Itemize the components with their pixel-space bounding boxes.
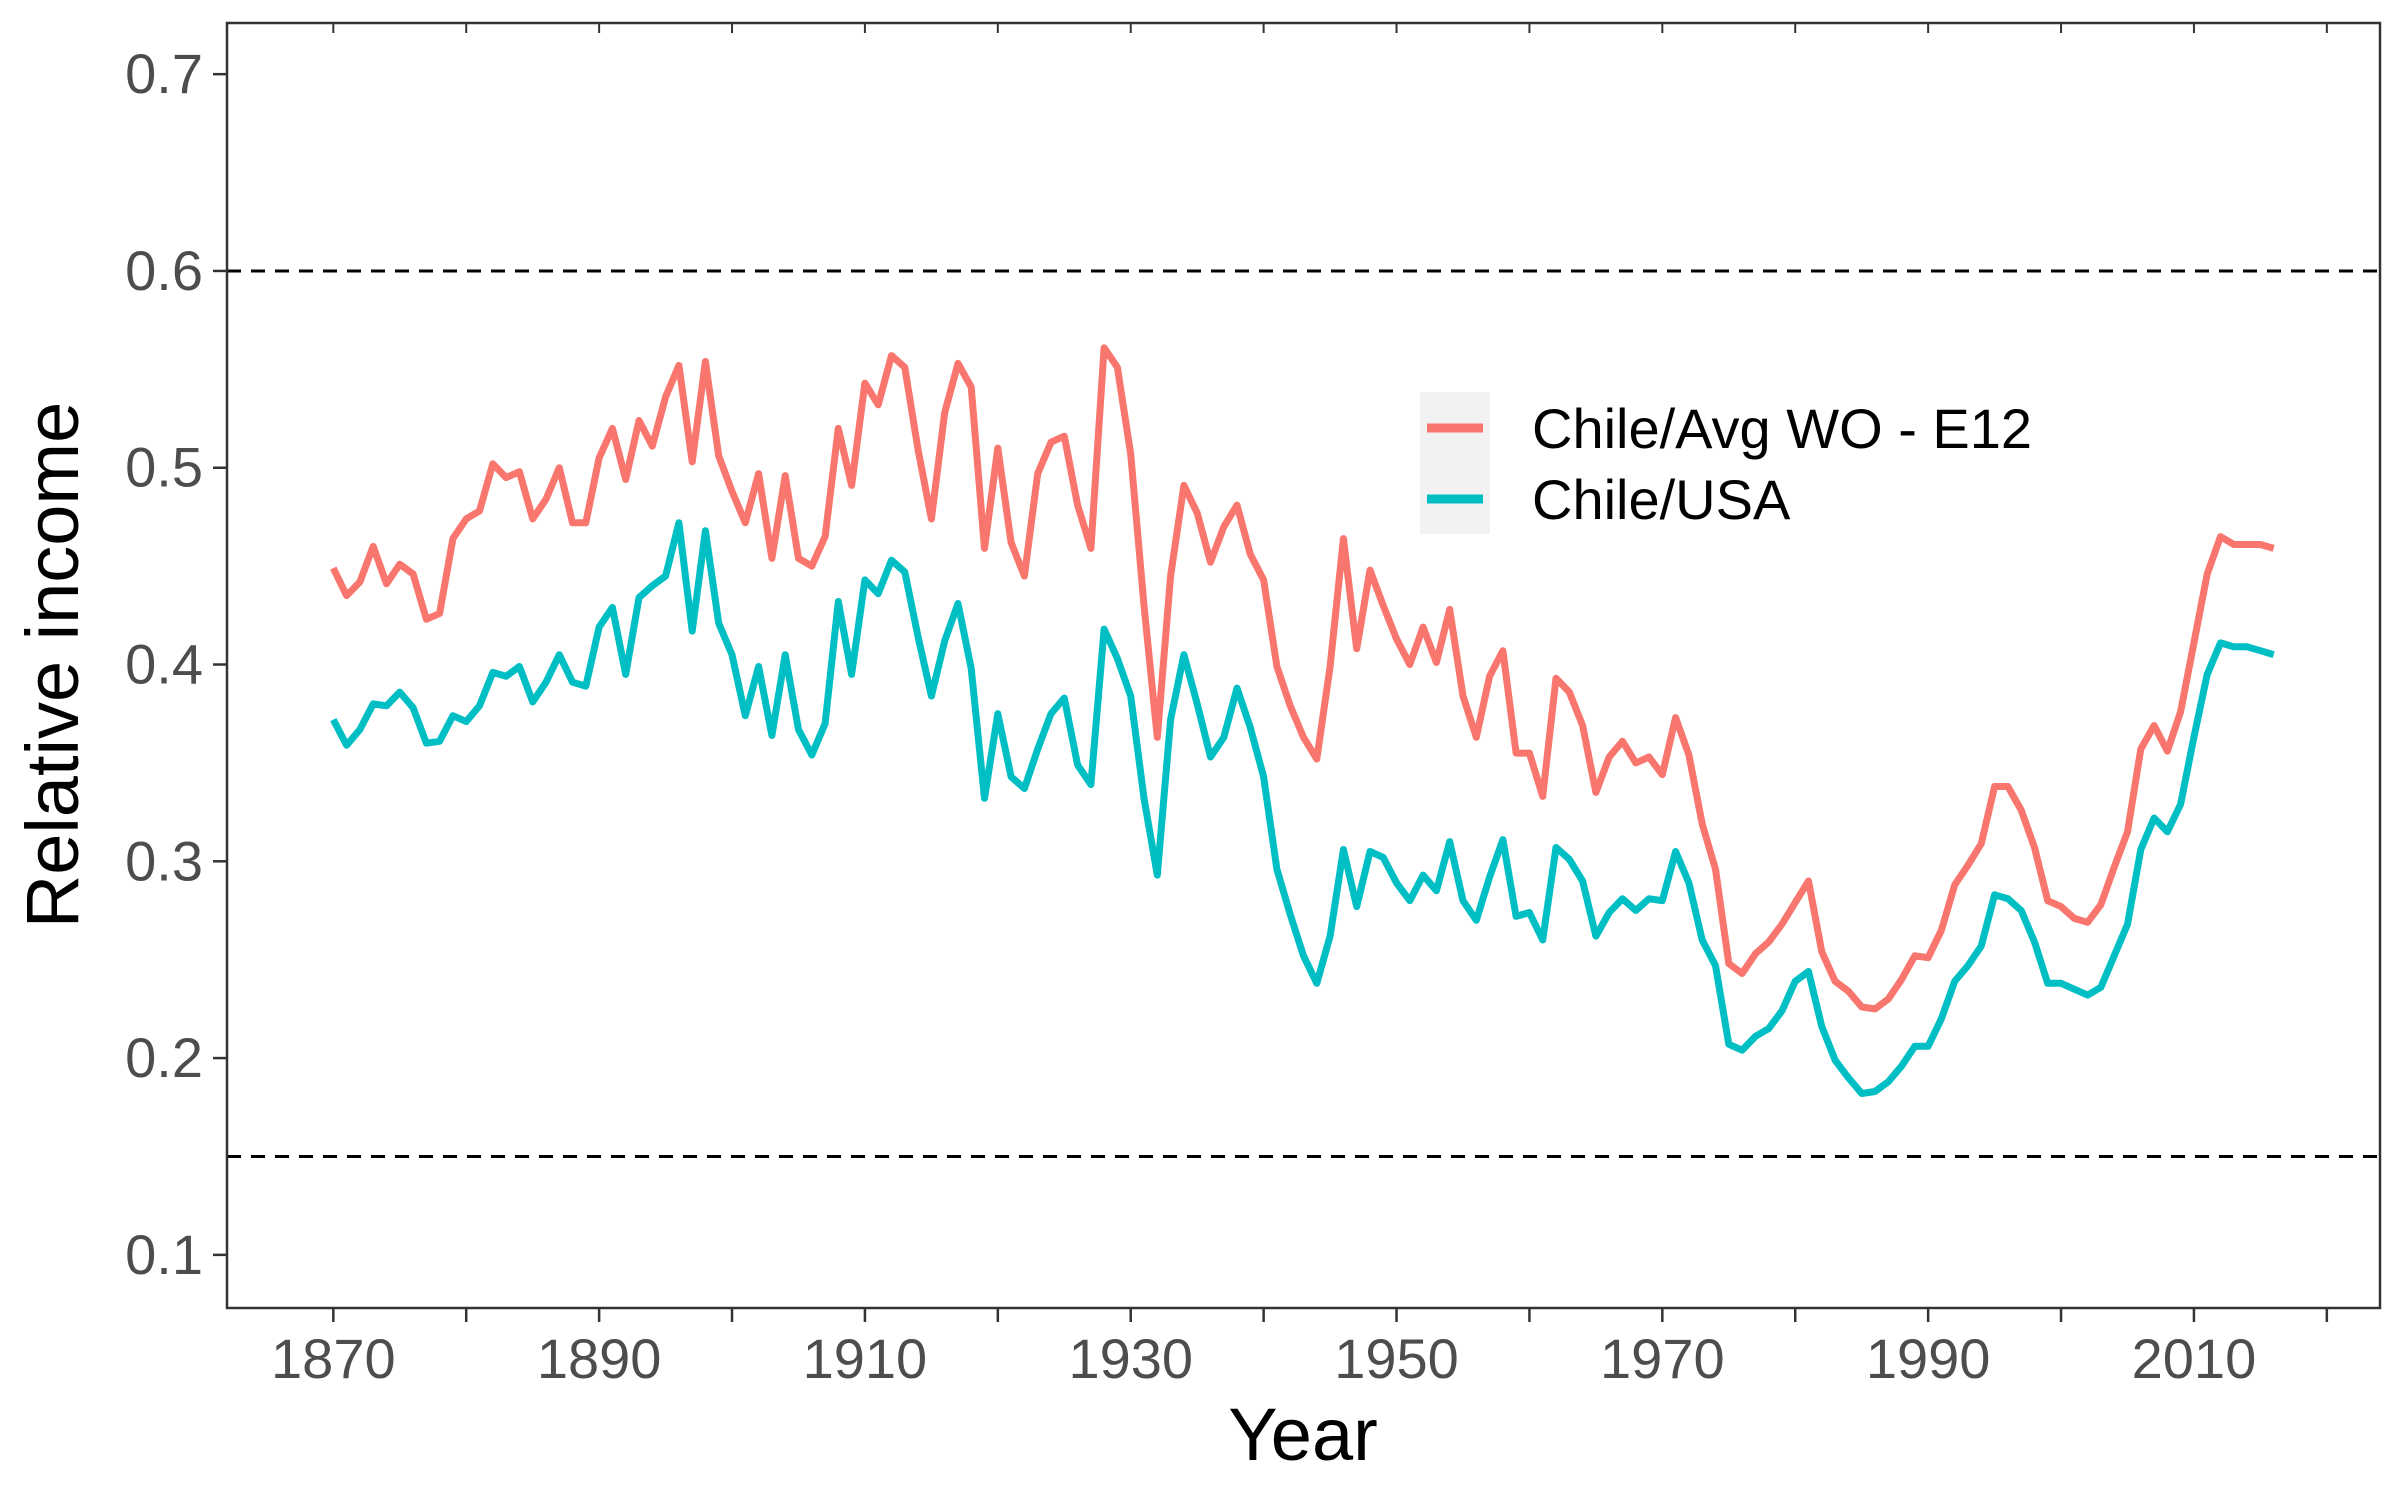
y-tick-label-6: 0.7 (125, 42, 203, 105)
legend-key-background (1420, 392, 1490, 534)
y-tick-label-5: 0.6 (125, 239, 203, 302)
x-axis: 1870 1890 1910 1930 1950 1970 1990 2010 (271, 23, 2329, 1390)
x-tick-label-1890: 1890 (537, 1327, 662, 1390)
x-tick-label-1970: 1970 (1600, 1327, 1725, 1390)
x-tick-label-1930: 1930 (1068, 1327, 1193, 1390)
y-tick-label-0: 0.1 (125, 1223, 203, 1286)
y-tick-label-3: 0.4 (125, 633, 203, 696)
y-axis: 0.1 0.2 0.3 0.4 0.5 0.6 0.7 (125, 42, 227, 1286)
y-tick-label-1: 0.2 (125, 1026, 203, 1089)
legend-label-chile-usa: Chile/USA (1532, 468, 1791, 531)
x-tick-label-1990: 1990 (1866, 1327, 1991, 1390)
series-line-0 (330, 344, 2275, 1013)
legend: Chile/Avg WO - E12 Chile/USA (1420, 392, 2032, 534)
x-axis-title: Year (1228, 1393, 1378, 1476)
x-tick-label-2010: 2010 (2132, 1327, 2257, 1390)
y-tick-label-2: 0.3 (125, 829, 203, 892)
series-line-1 (330, 519, 2275, 1097)
series-layer (330, 344, 2275, 1097)
legend-label-chile-avg-wo-e12: Chile/Avg WO - E12 (1532, 397, 2032, 460)
y-tick-label-4: 0.5 (125, 436, 203, 499)
x-tick-label-1870: 1870 (271, 1327, 396, 1390)
x-tick-label-1910: 1910 (803, 1327, 928, 1390)
y-axis-title: Relative income (11, 402, 94, 928)
x-tick-label-1950: 1950 (1334, 1327, 1459, 1390)
